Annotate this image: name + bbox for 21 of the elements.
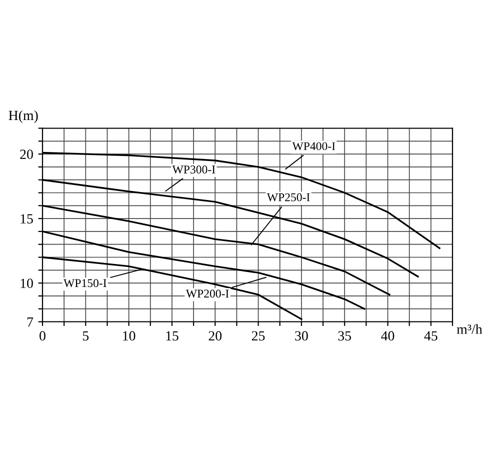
y-tick-label: 7 <box>27 317 34 327</box>
x-tick-label: 45 <box>424 331 438 341</box>
y-axis-title: H(m) <box>8 110 38 123</box>
x-tick-label: 20 <box>208 331 222 341</box>
x-axis-title: m³/h <box>456 324 482 334</box>
y-tick-label: 15 <box>20 214 33 224</box>
annotation: WP300-I <box>172 166 216 174</box>
annotation: WP250-I <box>266 193 310 202</box>
x-tick-label: 25 <box>252 331 265 341</box>
annotation: WP150-I <box>64 279 106 288</box>
x-tick-label: 5 <box>82 331 89 341</box>
x-tick-label: 35 <box>338 331 352 341</box>
annotation: WP400-I <box>292 142 336 150</box>
x-tick-label: 40 <box>381 331 394 341</box>
x-tick-label: 15 <box>166 331 178 341</box>
y-tick-label: 10 <box>20 278 33 288</box>
annotation: WP200-I <box>186 290 229 298</box>
x-tick-label: 0 <box>40 331 46 341</box>
x-tick-label: 10 <box>123 331 136 341</box>
x-tick-label: 30 <box>295 331 308 341</box>
y-tick-label: 20 <box>20 150 33 160</box>
